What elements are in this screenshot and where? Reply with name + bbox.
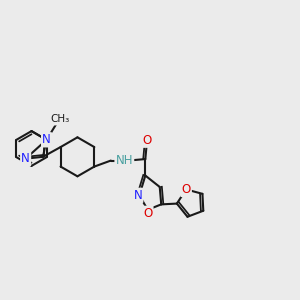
Text: N: N [134,189,142,202]
Text: O: O [143,207,152,220]
Text: N: N [42,133,51,146]
Text: O: O [182,183,191,196]
Text: NH: NH [116,154,133,167]
Text: O: O [142,134,152,147]
Text: CH₃: CH₃ [50,114,70,124]
Text: N: N [21,152,30,165]
